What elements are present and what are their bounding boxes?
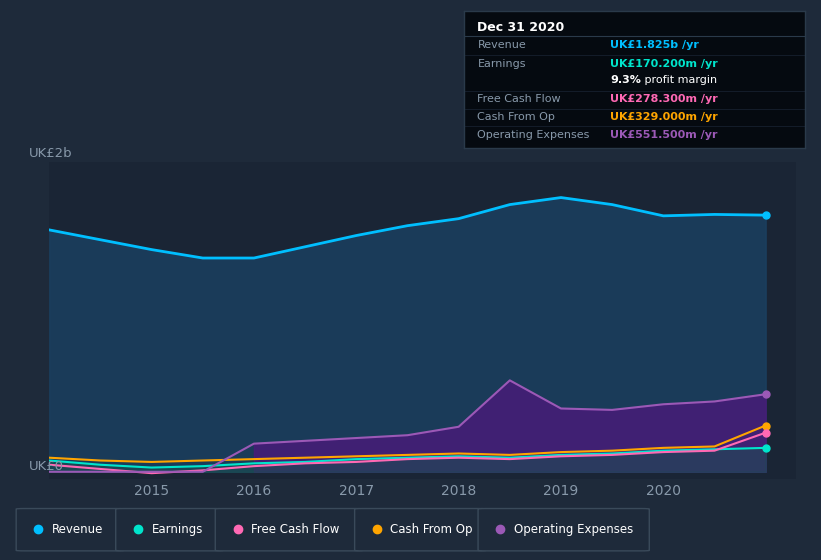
Text: UK£0: UK£0 xyxy=(29,460,64,473)
Text: Earnings: Earnings xyxy=(478,59,526,69)
Text: Dec 31 2020: Dec 31 2020 xyxy=(478,21,565,34)
Text: UK£1.825b /yr: UK£1.825b /yr xyxy=(610,40,699,50)
Text: Revenue: Revenue xyxy=(478,40,526,50)
Text: Earnings: Earnings xyxy=(152,522,203,536)
Text: UK£2b: UK£2b xyxy=(29,147,72,160)
FancyBboxPatch shape xyxy=(215,508,363,551)
Text: UK£278.300m /yr: UK£278.300m /yr xyxy=(610,95,718,105)
Text: Free Cash Flow: Free Cash Flow xyxy=(251,522,339,536)
Text: Free Cash Flow: Free Cash Flow xyxy=(478,95,561,105)
Text: Cash From Op: Cash From Op xyxy=(391,522,473,536)
Text: Operating Expenses: Operating Expenses xyxy=(478,130,589,140)
FancyBboxPatch shape xyxy=(16,508,124,551)
FancyBboxPatch shape xyxy=(116,508,223,551)
Text: Revenue: Revenue xyxy=(52,522,103,536)
FancyBboxPatch shape xyxy=(355,508,486,551)
Text: 9.3%: 9.3% xyxy=(610,75,641,85)
Text: UK£551.500m /yr: UK£551.500m /yr xyxy=(610,130,718,140)
Text: Cash From Op: Cash From Op xyxy=(478,113,555,122)
Text: UK£329.000m /yr: UK£329.000m /yr xyxy=(610,113,718,122)
FancyBboxPatch shape xyxy=(478,508,649,551)
Text: Operating Expenses: Operating Expenses xyxy=(514,522,633,536)
Text: profit margin: profit margin xyxy=(641,75,718,85)
Text: UK£170.200m /yr: UK£170.200m /yr xyxy=(610,59,718,69)
